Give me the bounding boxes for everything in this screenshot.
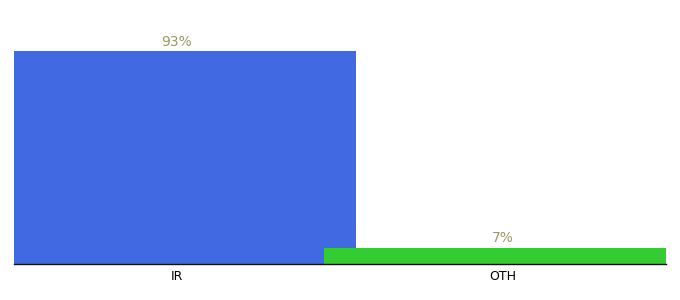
- Text: 7%: 7%: [492, 231, 514, 245]
- Bar: [324, 248, 680, 264]
- Text: 93%: 93%: [161, 35, 192, 49]
- Bar: [0, 51, 356, 264]
